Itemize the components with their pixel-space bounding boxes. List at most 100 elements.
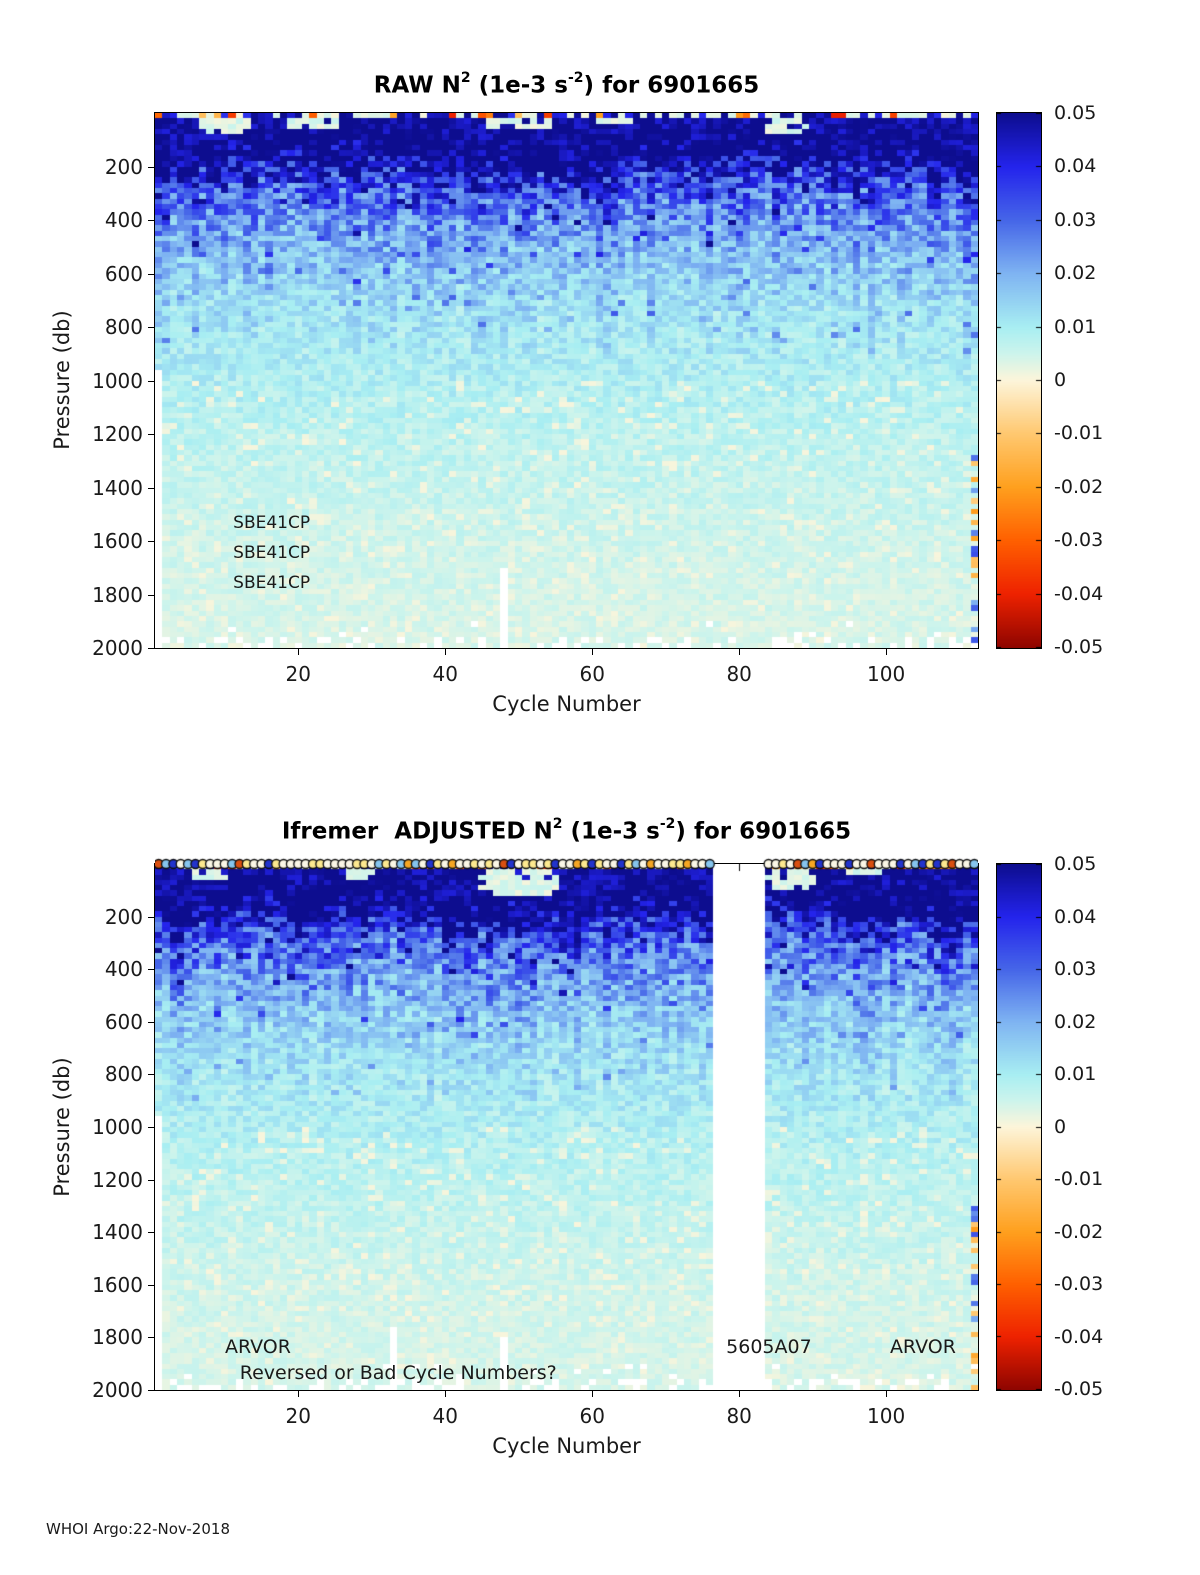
y-tick-mark [148,1127,154,1128]
title-text: Ifremer ADJUSTED N [281,818,553,845]
x-tick-label: 40 [432,662,458,686]
plot-annotation: SBE41CP [233,512,311,533]
colorbar-tick-label: 0.05 [1054,853,1097,875]
chart-title-adjusted: Ifremer ADJUSTED N2 (1e-3 s-2) for 69016… [155,816,978,845]
x-axis-label: Cycle Number [492,1434,641,1458]
x-tick-mark [445,649,447,655]
y-tick-mark [148,327,154,328]
x-axis-label: Cycle Number [492,692,641,716]
y-tick-mark [148,166,154,168]
y-tick-label: 1600 [92,1272,143,1297]
x-tick-label: 100 [867,662,906,686]
y-tick-label: 800 [104,315,143,339]
colorbar-tick-label: 0 [1054,369,1067,391]
title-text: ) for 6901665 [675,818,852,845]
y-tick-label: 400 [104,208,143,232]
title-text: (1e-3 s [562,818,660,845]
x-tick-label: 100 [867,1404,906,1428]
colorbar-tick-label: -0.02 [1054,475,1104,498]
colorbar-tick-label: -0.04 [1054,1325,1104,1348]
colorbar-canvas-raw [996,112,1042,649]
colorbar-tick-label: -0.02 [1054,1220,1104,1243]
colorbar-tick-label: 0.04 [1054,905,1097,928]
y-tick-mark [148,594,154,596]
y-tick-mark [148,487,154,489]
colorbar-tick-label: -0.03 [1054,529,1104,552]
y-tick-label: 1800 [92,1325,143,1350]
colorbar-tick-label: -0.05 [1054,1378,1104,1400]
colorbar-tick-label: -0.04 [1054,582,1104,605]
adjusted-heatmap-canvas [155,864,978,1390]
y-tick-mark [148,1179,154,1181]
y-tick-label: 1200 [92,1167,143,1192]
y-tick-label: 800 [104,1062,143,1087]
title-text: ) for 6901665 [583,72,760,99]
plot-annotation: 5605A07 [726,1335,812,1358]
x-tick-mark [739,649,741,655]
y-tick-mark [148,1232,154,1234]
x-tick-mark [592,1391,594,1397]
y-tick-label: 200 [104,154,143,179]
x-tick-label: 20 [285,1404,311,1428]
colorbar-canvas-adjusted [996,863,1042,1391]
footer-note: WHOI Argo:22-Nov-2018 [46,1520,230,1538]
colorbar-tick-label: 0.04 [1054,155,1097,178]
x-tick-mark [886,649,888,655]
raw-heatmap-canvas [155,113,978,648]
y-tick-label: 600 [104,1009,143,1034]
y-tick-mark [148,1390,154,1391]
plot-annotation: ARVOR [889,1335,956,1358]
plot-annotation: SBE41CP [233,573,311,594]
title-superscript: -2 [659,816,676,832]
y-tick-mark [148,1074,154,1076]
y-tick-mark [148,273,154,275]
colorbar-tick-label: 0.02 [1054,262,1097,285]
title-superscript: 2 [460,70,471,86]
y-tick-mark [148,434,154,435]
y-tick-label: 1400 [92,1220,143,1245]
x-tick-mark [445,1391,447,1397]
colorbar-tick-label: 0.02 [1054,1010,1097,1033]
y-tick-label: 1200 [92,422,143,446]
x-tick-mark [298,649,300,655]
colorbar-tick-label: 0.01 [1054,1063,1097,1085]
y-tick-label: 2000 [92,1378,143,1402]
colorbar-tick-label: 0.01 [1054,315,1097,338]
y-tick-mark [148,380,154,382]
x-tick-label: 60 [579,1404,605,1428]
x-tick-label: 80 [726,662,752,686]
y-tick-mark [148,220,154,221]
colorbar-tick-label: 0 [1054,1115,1067,1138]
x-tick-mark [739,1391,741,1397]
colorbar-tick-label: -0.01 [1054,422,1104,445]
y-tick-label: 1000 [92,1115,143,1139]
x-tick-label: 40 [432,1404,458,1428]
title-text: (1e-3 s [470,72,568,99]
y-tick-mark [148,1337,154,1339]
y-tick-label: 1800 [92,582,143,607]
colorbar-tick-label: 0.03 [1054,208,1097,231]
heatmap-plot-area-raw [154,112,979,649]
x-tick-label: 20 [285,662,311,686]
cycle-marker-row [155,855,978,873]
x-tick-mark [592,649,594,655]
y-axis-label: Pressure (db) [50,1057,74,1197]
x-tick-mark [298,1391,300,1397]
title-superscript: -2 [567,70,584,86]
heatmap-plot-area-adjusted [154,863,979,1391]
y-tick-mark [148,541,154,542]
colorbar-tick-label: -0.01 [1054,1168,1104,1190]
y-tick-label: 1000 [92,368,143,393]
plot-annotation: SBE41CP [233,542,311,563]
y-tick-label: 200 [104,904,143,929]
x-tick-label: 80 [726,1404,752,1428]
y-tick-mark [148,1284,154,1286]
y-tick-label: 1400 [92,475,143,500]
y-tick-mark [148,648,154,649]
colorbar-tick-label: -0.05 [1054,636,1104,658]
y-tick-mark [148,1021,154,1023]
colorbar-tick-label: -0.03 [1054,1273,1104,1295]
x-tick-mark [886,1391,888,1397]
